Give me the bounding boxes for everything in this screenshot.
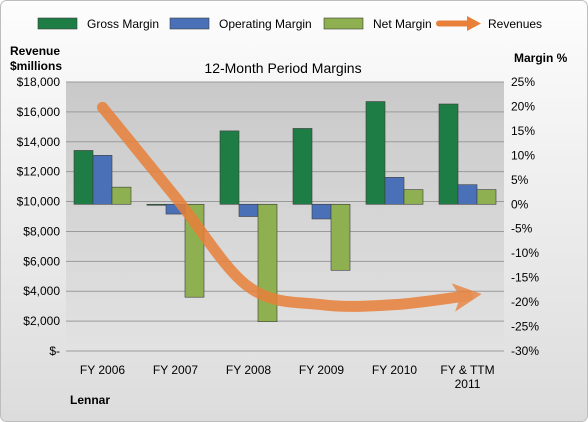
bar [238,203,259,217]
bars [73,101,497,322]
legend-label: Revenues [488,17,542,31]
right-tick-label: -5% [511,222,533,236]
left-tick-label: $4,000 [23,284,60,298]
right-axis-title: Margin % [514,51,568,65]
x-tick-label: FY 2008 [226,363,271,377]
left-tick-label: $16,000 [17,105,61,119]
bar [330,203,351,271]
left-tick-label: $2,000 [23,314,60,328]
company-label: Lennar [70,393,110,407]
left-tick-label: $18,000 [17,75,61,89]
tick-labels: $- $2,000 $4,000 $6,000 $8,000 $10,000 $12,000… [17,75,540,391]
bar [403,189,424,205]
left-axis-title-line2: $millions [10,59,62,73]
bar [146,203,167,206]
legend-label: Operating Margin [219,17,312,31]
left-tick-label: $6,000 [23,254,60,268]
bar [111,186,132,205]
x-tick-label: 2011 [455,377,481,391]
right-tick-label: 20% [511,99,535,113]
legend-label: Net Margin [373,17,432,31]
revenue-line [97,101,482,312]
bar [311,203,332,220]
bar [438,103,459,205]
x-tick-label: FY 2006 [80,363,125,377]
right-tick-label: 15% [511,124,535,138]
left-tick-label: $8,000 [23,224,60,238]
right-tick-label: 0% [511,197,529,211]
revenue-line-path [97,101,482,312]
bar [73,150,94,205]
left-tick-label: $12,000 [17,165,61,179]
right-tick-label: 5% [511,173,529,187]
right-tick-label: 25% [511,75,535,89]
left-tick-label: $14,000 [17,135,61,149]
right-tick-label: -30% [511,344,539,358]
x-tick-label: FY 2007 [153,363,198,377]
bar [476,189,497,205]
legend-swatch [169,17,210,30]
legend-swatch [37,17,78,30]
legend-label: Gross Margin [87,17,159,31]
bar [219,130,240,205]
left-axis-title-line1: Revenue [10,44,60,58]
right-tick-label: -20% [511,295,539,309]
bar [457,184,478,205]
legend: Gross Margin Operating Margin Net Margin Re… [37,16,542,31]
legend-swatch-arrow [467,16,481,31]
legend-swatch [323,17,364,30]
bar [92,155,113,205]
right-tick-label: 10% [511,148,535,162]
x-tick-label: FY 2010 [372,363,417,377]
gridlines [66,81,504,352]
bar [365,101,386,205]
chart-title: 12-Month Period Margins [204,60,361,76]
bar [292,128,313,205]
left-tick-label: $- [49,344,60,358]
bar [384,177,405,205]
x-tick-label: FY & TTM [440,363,494,377]
right-tick-label: -25% [511,320,539,334]
right-tick-label: -15% [511,271,539,285]
x-tick-label: FY 2009 [299,363,344,377]
left-tick-label: $10,000 [17,195,61,209]
right-tick-label: -10% [511,246,539,260]
plot-area [66,82,504,351]
